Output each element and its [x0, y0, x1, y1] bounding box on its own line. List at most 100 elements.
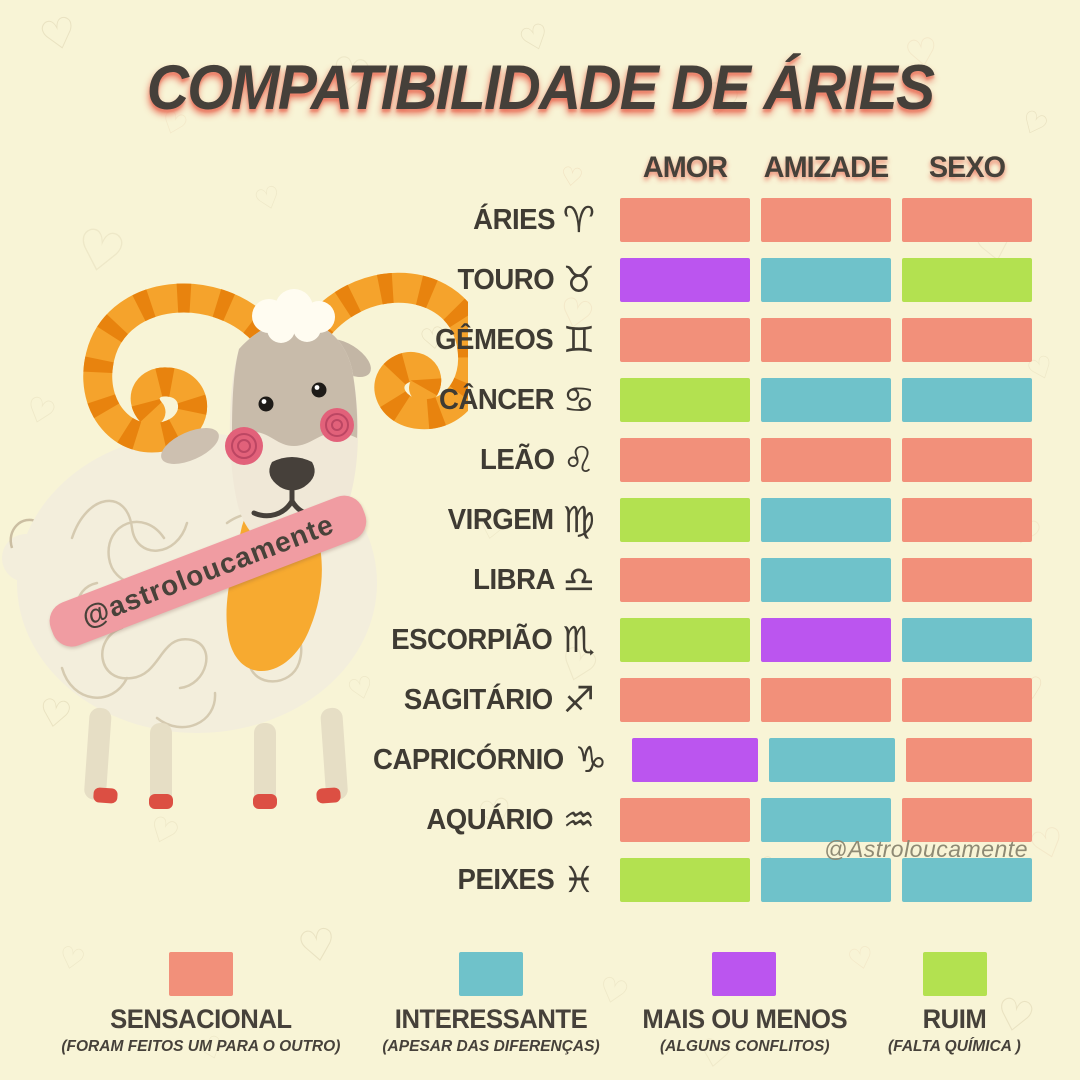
legend-swatch [458, 952, 523, 996]
legend-item-interessante: INTERESSANTE (APESAR DAS DIFERENÇAS) [379, 952, 603, 1056]
compat-bar-amizade [761, 618, 891, 662]
compat-bar-sexo [902, 198, 1032, 242]
sign-label: TOURO ♉ [368, 260, 609, 301]
compat-bar-amor [620, 618, 750, 662]
column-header-row: AMOR AMIZADE SEXO [368, 146, 1032, 190]
compatibility-chart: AMOR AMIZADE SEXO ÁRIES ♈ TOURO ♉ GÊMEOS ♊ CÂN… [368, 146, 1033, 910]
sign-row: ÁRIES ♈ [368, 190, 1032, 250]
compat-bar-sexo [902, 558, 1032, 602]
zodiac-symbol-icon: ♎ [562, 559, 595, 601]
sign-row: LIBRA ♎ [368, 550, 1032, 610]
watermark: @Astroloucamente [824, 836, 1028, 862]
legend: SENSACIONAL (FORAM FEITOS UM PARA O OUTRO… [0, 952, 1080, 1056]
compat-bar-sexo [906, 738, 1033, 782]
compat-bar-amizade [761, 258, 891, 302]
sign-label: SAGITÁRIO ♐ [368, 680, 609, 721]
compat-bar-amor [620, 378, 750, 422]
sign-name: TOURO [457, 263, 555, 296]
ram-cheeks [225, 408, 354, 465]
ram-legs [84, 707, 348, 809]
zodiac-symbol-icon: ♋ [562, 379, 595, 421]
compat-bar-sexo [902, 618, 1032, 662]
sign-label: ESCORPIÃO ♏ [368, 620, 609, 661]
sign-name: PEIXES [457, 863, 555, 896]
sign-row: SAGITÁRIO ♐ [368, 670, 1032, 730]
sign-name: ÁRIES [472, 203, 555, 236]
compat-bar-amor [620, 558, 750, 602]
compat-bar-sexo [902, 858, 1032, 902]
sign-row: CAPRICÓRNIO ♑ [368, 730, 1033, 790]
compat-bar-amizade [769, 738, 896, 782]
legend-item-ruim: RUIM (FALTA QUÍMICA ) [886, 952, 1023, 1056]
compat-bar-sexo [902, 498, 1032, 542]
sign-label: GÊMEOS ♊ [368, 320, 609, 361]
compat-bar-sexo [902, 258, 1032, 302]
sign-label: PEIXES ♓ [368, 860, 609, 901]
compat-bar-amor [632, 738, 759, 782]
ram-ear-left [161, 428, 219, 464]
zodiac-symbol-icon: ♍ [562, 499, 595, 541]
ram-eyes [258, 382, 327, 412]
sign-name: CAPRICÓRNIO [373, 743, 564, 776]
sign-label: AQUÁRIO ♒ [368, 800, 609, 841]
sign-name: ESCORPIÃO [391, 623, 553, 656]
zodiac-symbol-icon: ♊ [562, 319, 595, 361]
zodiac-symbol-icon: ♏ [562, 619, 595, 661]
column-header-amor: AMOR [642, 151, 728, 184]
compat-bar-amor [620, 498, 750, 542]
compat-bar-amor [620, 798, 750, 842]
legend-description: (APESAR DAS DIFERENÇAS) [382, 1038, 600, 1055]
legend-description: (FORAM FEITOS UM PARA O OUTRO) [61, 1038, 341, 1055]
legend-swatch [168, 952, 233, 996]
zodiac-symbol-icon: ♒ [562, 799, 595, 841]
compat-bar-sexo [902, 798, 1032, 842]
column-header-amizade: AMIZADE [763, 151, 889, 184]
heart-icon: ♡ [250, 178, 287, 221]
sign-name: LEÃO [480, 443, 555, 476]
legend-item-mais_ou_menos: MAIS OU MENOS (ALGUNS CONFLITOS) [637, 952, 853, 1056]
zodiac-symbol-icon: ♓ [562, 859, 595, 901]
sign-name: VIRGEM [448, 503, 554, 536]
sign-label: VIRGEM ♍ [368, 500, 609, 541]
sign-row: LEÃO ♌ [368, 430, 1032, 490]
legend-label: INTERESSANTE [394, 1004, 587, 1034]
compat-bar-amor [620, 858, 750, 902]
sign-name: CÂNCER [438, 383, 554, 416]
compat-bar-amizade [761, 378, 891, 422]
compat-bar-amizade [761, 558, 891, 602]
page-title: COMPATIBILIDADE DE ÁRIES [146, 53, 935, 123]
ram-head [83, 272, 468, 554]
compat-bar-amizade [761, 498, 891, 542]
compat-bar-sexo [902, 438, 1032, 482]
compat-bar-amor [620, 318, 750, 362]
ram-forelock [252, 289, 335, 343]
compat-bar-amizade [761, 858, 891, 902]
sign-name: SAGITÁRIO [404, 683, 553, 716]
legend-item-sensacional: SENSACIONAL (FORAM FEITOS UM PARA O OUTRO… [57, 952, 345, 1056]
legend-description: (FALTA QUÍMICA ) [888, 1038, 1021, 1055]
legend-swatch [922, 952, 987, 996]
legend-description: (ALGUNS CONFLITOS) [659, 1038, 830, 1055]
legend-label: MAIS OU MENOS [642, 1004, 847, 1034]
sign-name: GÊMEOS [435, 323, 555, 356]
column-header-sexo: SEXO [928, 151, 1006, 184]
chart-rows: ÁRIES ♈ TOURO ♉ GÊMEOS ♊ CÂNCER ♋ LEÃO ♌ VIRGEM ♍ LI… [368, 190, 1033, 910]
sign-row: PEIXES ♓ [368, 850, 1032, 910]
sign-row: VIRGEM ♍ [368, 490, 1032, 550]
compat-bar-amizade [761, 318, 891, 362]
sign-row: TOURO ♉ [368, 250, 1032, 310]
zodiac-symbol-icon: ♉ [562, 259, 595, 301]
sign-row: GÊMEOS ♊ [368, 310, 1032, 370]
compat-bar-amor [620, 198, 750, 242]
aries-ram-illustration [2, 272, 468, 809]
sign-row: CÂNCER ♋ [368, 370, 1032, 430]
zodiac-symbol-icon: ♐ [562, 679, 595, 721]
sign-label: CÂNCER ♋ [368, 380, 609, 421]
zodiac-symbol-icon: ♈ [562, 199, 595, 241]
legend-label: RUIM [922, 1004, 987, 1034]
zodiac-symbol-icon: ♑ [574, 739, 608, 781]
sign-label: LIBRA ♎ [368, 560, 609, 601]
sign-name: LIBRA [472, 563, 555, 596]
compat-bar-amor [620, 258, 750, 302]
